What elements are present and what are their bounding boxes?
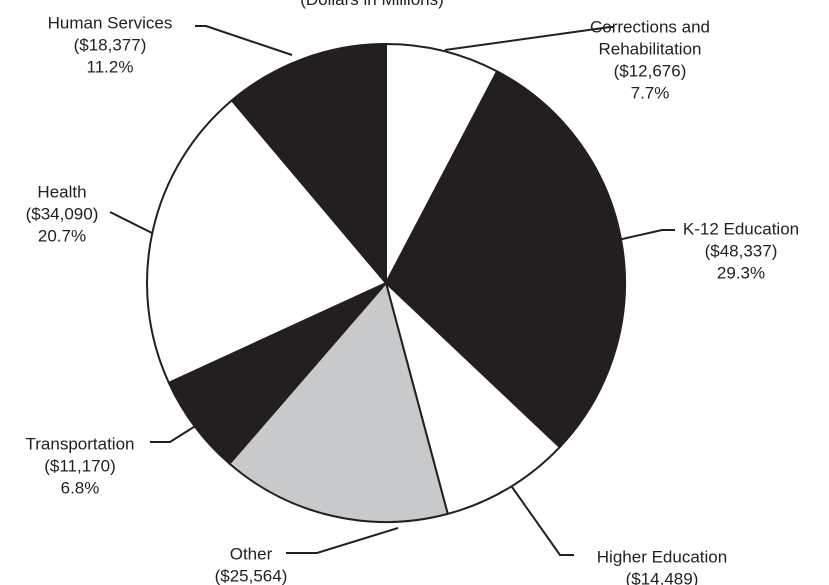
slice-value-label: ($18,377) xyxy=(74,35,147,54)
slice-label: Transportation ($11,170) 6.8% xyxy=(26,434,135,497)
pie-slice-corrections-and-rehabilitation xyxy=(385,43,499,284)
slice-value-label: ($14,489) xyxy=(626,569,699,585)
pie-slice-higher-education xyxy=(385,282,561,515)
slice-name-label: Health xyxy=(37,182,86,201)
slice-name-label: K-12 Education xyxy=(683,219,799,238)
pie-slice-health xyxy=(146,99,387,384)
slice-value-label: ($12,676) xyxy=(614,61,687,80)
slice-percent-label: 11.2% xyxy=(87,57,134,76)
leader-line xyxy=(195,25,293,56)
leader-line xyxy=(286,527,399,554)
leader-line xyxy=(444,26,613,51)
slice-percent-label: 20.7% xyxy=(38,226,86,245)
leader-line xyxy=(617,229,675,241)
slice-value-label: ($25,564) xyxy=(215,566,288,585)
leader-line xyxy=(511,486,574,556)
pie-slice-other xyxy=(228,282,449,523)
leader-line xyxy=(109,211,153,234)
slice-labels: Corrections and Rehabilitation ($12,676) 7.… xyxy=(26,13,800,585)
slice-label: Human Services ($18,377) 11.2% xyxy=(48,13,173,76)
slice-name-label: Higher Education xyxy=(597,547,727,566)
slice-label: Health ($34,090) 20.7% xyxy=(26,182,99,245)
slice-label: Higher Education($14,489)8.8% xyxy=(597,547,727,585)
leader-line xyxy=(150,424,198,443)
slice-label: Other($25,564)15.5% xyxy=(215,544,288,585)
chart-subtitle: (Dollars in Millions) xyxy=(300,0,444,9)
pie-slices xyxy=(146,43,626,523)
slice-percent-label: 29.3% xyxy=(717,263,765,282)
slice-name-label: Corrections and xyxy=(590,17,710,36)
pie-slice-human-services xyxy=(230,43,387,284)
slice-name-label: Human Services xyxy=(48,13,173,32)
slice-percent-label: 6.8% xyxy=(61,478,100,497)
slice-value-label: ($48,337) xyxy=(705,241,778,260)
slice-name-label: Transportation xyxy=(26,434,135,453)
slice-value-label: ($34,090) xyxy=(26,204,99,223)
slice-name-label: Rehabilitation xyxy=(598,39,701,58)
pie-slice-k-12-education xyxy=(385,70,626,449)
slice-value-label: ($11,170) xyxy=(44,456,116,475)
slice-label: K-12 Education ($48,337) 29.3% xyxy=(683,219,799,282)
slice-name-label: Other xyxy=(230,544,273,563)
slice-label: Corrections and Rehabilitation ($12,676) 7.… xyxy=(590,17,710,102)
leader-lines xyxy=(109,25,675,556)
slice-percent-label: 7.7% xyxy=(631,83,670,102)
